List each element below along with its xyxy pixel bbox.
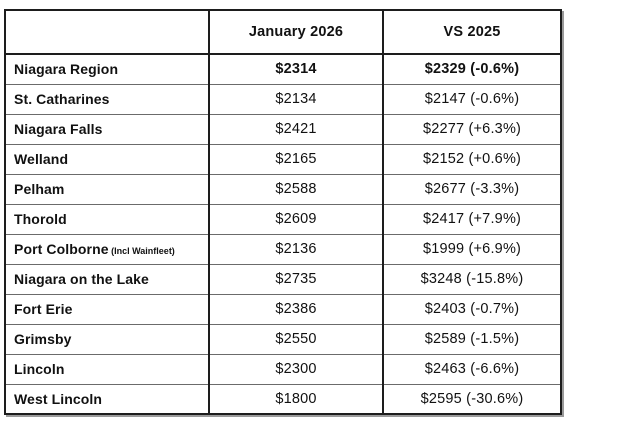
header-jan-2026-cell: January 2026	[208, 10, 383, 55]
region-cell: Fort Erie	[5, 293, 209, 324]
table-row: West Lincoln $1800 $2595 (-30.6%)	[5, 383, 561, 414]
header-vs-2025-cell: VS 2025	[382, 10, 561, 55]
table-row: Niagara Falls $2421 $2277 (+6.3%)	[5, 113, 561, 144]
region-cell: Grimsby	[5, 323, 209, 354]
jan-2026-cell: $2314	[208, 53, 383, 84]
jan-2026-cell: $2735	[208, 263, 383, 294]
region-note: (Incl Wainfleet)	[108, 246, 175, 256]
vs-2025-cell: $2329 (-0.6%)	[382, 53, 561, 84]
jan-2026-cell: $2136	[208, 233, 383, 264]
vs-2025-cell: $2152 (+0.6%)	[382, 143, 561, 174]
jan-2026-cell: $2300	[208, 353, 383, 384]
vs-2025-cell: $2147 (-0.6%)	[382, 83, 561, 114]
header-row: January 2026 VS 2025	[5, 10, 561, 55]
table-row: Fort Erie $2386 $2403 (-0.7%)	[5, 293, 561, 324]
table-row: Lincoln $2300 $2463 (-6.6%)	[5, 353, 561, 384]
region-cell: Pelham	[5, 173, 209, 204]
vs-2025-cell: $2277 (+6.3%)	[382, 113, 561, 144]
table-header: January 2026 VS 2025	[5, 10, 561, 55]
region-cell: Thorold	[5, 203, 209, 234]
jan-2026-cell: $2165	[208, 143, 383, 174]
jan-2026-cell: $2134	[208, 83, 383, 114]
region-cell: Lincoln	[5, 353, 209, 384]
jan-2026-cell: $2421	[208, 113, 383, 144]
table-row: Niagara on the Lake $2735 $3248 (-15.8%)	[5, 263, 561, 294]
rent-comparison-table: January 2026 VS 2025 Niagara Region $2314…	[4, 9, 562, 415]
table-row: St. Catharines $2134 $2147 (-0.6%)	[5, 83, 561, 114]
region-cell: Niagara Falls	[5, 113, 209, 144]
jan-2026-cell: $2609	[208, 203, 383, 234]
table-row: Welland $2165 $2152 (+0.6%)	[5, 143, 561, 174]
vs-2025-cell: $1999 (+6.9%)	[382, 233, 561, 264]
jan-2026-cell: $2588	[208, 173, 383, 204]
jan-2026-cell: $2386	[208, 293, 383, 324]
table-row: Port Colborne (Incl Wainfleet) $2136 $1999…	[5, 233, 561, 264]
region-cell: Niagara Region	[5, 53, 209, 84]
vs-2025-cell: $3248 (-15.8%)	[382, 263, 561, 294]
vs-2025-cell: $2589 (-1.5%)	[382, 323, 561, 354]
jan-2026-cell: $1800	[208, 383, 383, 414]
vs-2025-cell: $2403 (-0.7%)	[382, 293, 561, 324]
table-row: Grimsby $2550 $2589 (-1.5%)	[5, 323, 561, 354]
region-cell: Niagara on the Lake	[5, 263, 209, 294]
vs-2025-cell: $2463 (-6.6%)	[382, 353, 561, 384]
vs-2025-cell: $2677 (-3.3%)	[382, 173, 561, 204]
region-cell: St. Catharines	[5, 83, 209, 114]
region-cell: Welland	[5, 143, 209, 174]
table-row: Pelham $2588 $2677 (-3.3%)	[5, 173, 561, 204]
vs-2025-cell: $2417 (+7.9%)	[382, 203, 561, 234]
region-cell: West Lincoln	[5, 383, 209, 414]
header-region-cell	[5, 10, 209, 55]
table-body: Niagara Region $2314 $2329 (-0.6%) St. Cath…	[5, 53, 561, 414]
vs-2025-cell: $2595 (-30.6%)	[382, 383, 561, 414]
table-row: Thorold $2609 $2417 (+7.9%)	[5, 203, 561, 234]
region-cell: Port Colborne (Incl Wainfleet)	[5, 233, 209, 264]
jan-2026-cell: $2550	[208, 323, 383, 354]
table-row: Niagara Region $2314 $2329 (-0.6%)	[5, 53, 561, 84]
